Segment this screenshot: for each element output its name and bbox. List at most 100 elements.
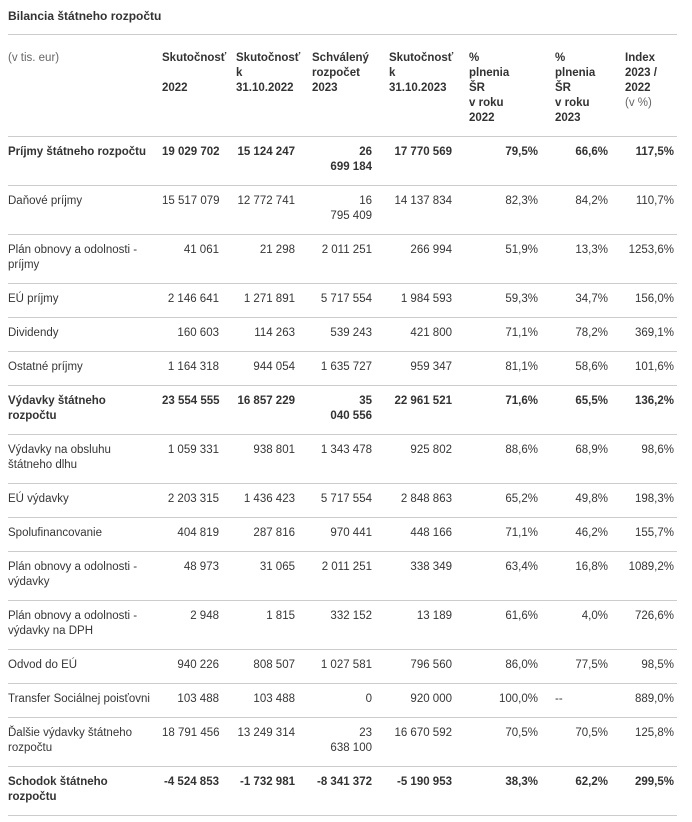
value-cell: 2 848 863 [375, 483, 455, 518]
value-cell: 34,7% [541, 283, 611, 318]
row-label: Dividendy [8, 317, 148, 352]
table-row: Plán obnovy a odolnosti - výdavky na DPH… [8, 600, 677, 650]
value-cell: 125,8% [611, 717, 677, 767]
table-row: Plán obnovy a odolnosti - výdavky 48 973 3… [8, 551, 677, 601]
value-cell: 808 507 [222, 649, 298, 684]
row-label: Schodok štátneho rozpočtu [8, 766, 148, 816]
value-cell: 299,5% [611, 766, 677, 816]
value-cell: -8 341 372 [298, 766, 375, 816]
value-cell: 62,2% [541, 766, 611, 816]
value-cell: 12 772 741 [222, 185, 298, 235]
value-cell: 13 189 [375, 600, 455, 650]
table-header: (v tis. eur) Skutočnosť 2022 Skutočnosť … [8, 35, 677, 137]
value-cell: 404 819 [148, 517, 222, 552]
value-cell: 13,3% [541, 234, 611, 284]
value-cell: 88,6% [455, 434, 541, 484]
table-row: Spolufinancovanie 404 819 287 816 970 441 44… [8, 517, 677, 552]
row-label: Výdavky štátneho rozpočtu [8, 385, 148, 435]
value-cell: 198,3% [611, 483, 677, 518]
value-cell: 103 488 [222, 683, 298, 718]
unit-label: (v tis. eur) [8, 35, 148, 137]
value-cell: 5 717 554 [298, 283, 375, 318]
value-cell: 421 800 [375, 317, 455, 352]
page-title: Bilancia štátneho rozpočtu [8, 0, 677, 35]
value-cell: 1 635 727 [298, 351, 375, 386]
row-label: EÚ príjmy [8, 283, 148, 318]
value-cell: 5 717 554 [298, 483, 375, 518]
value-cell: 114 263 [222, 317, 298, 352]
value-cell: 1 984 593 [375, 283, 455, 318]
value-cell: 4,0% [541, 600, 611, 650]
value-cell: 1 271 891 [222, 283, 298, 318]
table-row: Ďalšie výdavky štátneho rozpočtu 18 791 4… [8, 717, 677, 767]
table-row: Dividendy 160 603 114 263 539 243 421 800 71,… [8, 317, 677, 352]
value-cell: 15 124 247 [222, 136, 298, 186]
value-cell: 58,6% [541, 351, 611, 386]
value-cell: 16,8% [541, 551, 611, 601]
value-cell: -4 524 853 [148, 766, 222, 816]
column-header-skutocnost-k-31-10-2022: Skutočnosť k 31.10.2022 [222, 35, 300, 137]
value-cell: 70,5% [541, 717, 611, 767]
table-row: Príjmy štátneho rozpočtu 19 029 702 15 124… [8, 136, 677, 186]
value-cell: 2 011 251 [298, 551, 375, 601]
value-cell: 22 961 521 [375, 385, 455, 435]
value-cell: 110,7% [611, 185, 677, 235]
value-cell: 71,1% [455, 517, 541, 552]
value-cell: 160 603 [148, 317, 222, 352]
value-cell: 889,0% [611, 683, 677, 718]
value-cell: 46,2% [541, 517, 611, 552]
value-cell: 16 670 592 [375, 717, 455, 767]
column-header-schvaleny-rozpocet-2023: Schválený rozpočet 2023 [298, 35, 375, 137]
value-cell: 2 146 641 [148, 283, 222, 318]
value-cell: 51,9% [455, 234, 541, 284]
value-cell: 98,6% [611, 434, 677, 484]
value-cell: 15 517 079 [148, 185, 222, 235]
value-cell: 156,0% [611, 283, 677, 318]
value-cell: 1 164 318 [148, 351, 222, 386]
value-cell: 539 243 [298, 317, 375, 352]
value-cell: 1253,6% [611, 234, 677, 284]
value-cell: 18 791 456 [148, 717, 222, 767]
column-header-skutocnost-2022: Skutočnosť 2022 [148, 35, 226, 137]
row-label: Odvod do EÚ [8, 649, 148, 684]
value-cell: 71,1% [455, 317, 541, 352]
value-cell: 21 298 [222, 234, 298, 284]
value-cell: 70,5% [455, 717, 541, 767]
value-cell: 1 059 331 [148, 434, 222, 484]
value-cell: 796 560 [375, 649, 455, 684]
table-row: Plán obnovy a odolnosti - príjmy 41 061 21… [8, 234, 677, 284]
value-cell: 1 027 581 [298, 649, 375, 684]
budget-table: (v tis. eur) Skutočnosť 2022 Skutočnosť … [8, 35, 677, 816]
value-cell: 0 [298, 683, 375, 718]
value-cell: 938 801 [222, 434, 298, 484]
row-label: EÚ výdavky [8, 483, 148, 518]
column-header-index-unit: (v %) [625, 97, 652, 109]
column-header-index-main: Index 2023 / 2022 [625, 52, 657, 94]
value-cell: -5 190 953 [375, 766, 455, 816]
table-row: Transfer Sociálnej poisťovni 103 488 103 4… [8, 683, 677, 718]
table-row: Odvod do EÚ 940 226 808 507 1 027 581 796 56… [8, 649, 677, 684]
value-cell: 65,5% [541, 385, 611, 435]
value-cell: 338 349 [375, 551, 455, 601]
row-label: Plán obnovy a odolnosti - výdavky [8, 551, 148, 601]
value-cell: 1089,2% [611, 551, 677, 601]
value-cell: 61,6% [455, 600, 541, 650]
value-cell: 65,2% [455, 483, 541, 518]
value-cell: 100,0% [455, 683, 541, 718]
row-label: Plán obnovy a odolnosti - príjmy [8, 234, 148, 284]
table-row: Ostatné príjmy 1 164 318 944 054 1 635 727 9… [8, 351, 677, 386]
value-cell: 448 166 [375, 517, 455, 552]
value-cell: 136,2% [611, 385, 677, 435]
value-cell: 2 011 251 [298, 234, 375, 284]
value-cell: 940 226 [148, 649, 222, 684]
table-row: Výdavky na obsluhu štátneho dlhu 1 059 33… [8, 434, 677, 484]
column-header-index: Index 2023 / 2022 (v %) [611, 35, 677, 137]
value-cell: 23 554 555 [148, 385, 222, 435]
value-cell: 16 795 409 [298, 185, 375, 235]
value-cell: 117,5% [611, 136, 677, 186]
value-cell: 78,2% [541, 317, 611, 352]
value-cell: 369,1% [611, 317, 677, 352]
value-cell: 266 994 [375, 234, 455, 284]
value-cell: 14 137 834 [375, 185, 455, 235]
